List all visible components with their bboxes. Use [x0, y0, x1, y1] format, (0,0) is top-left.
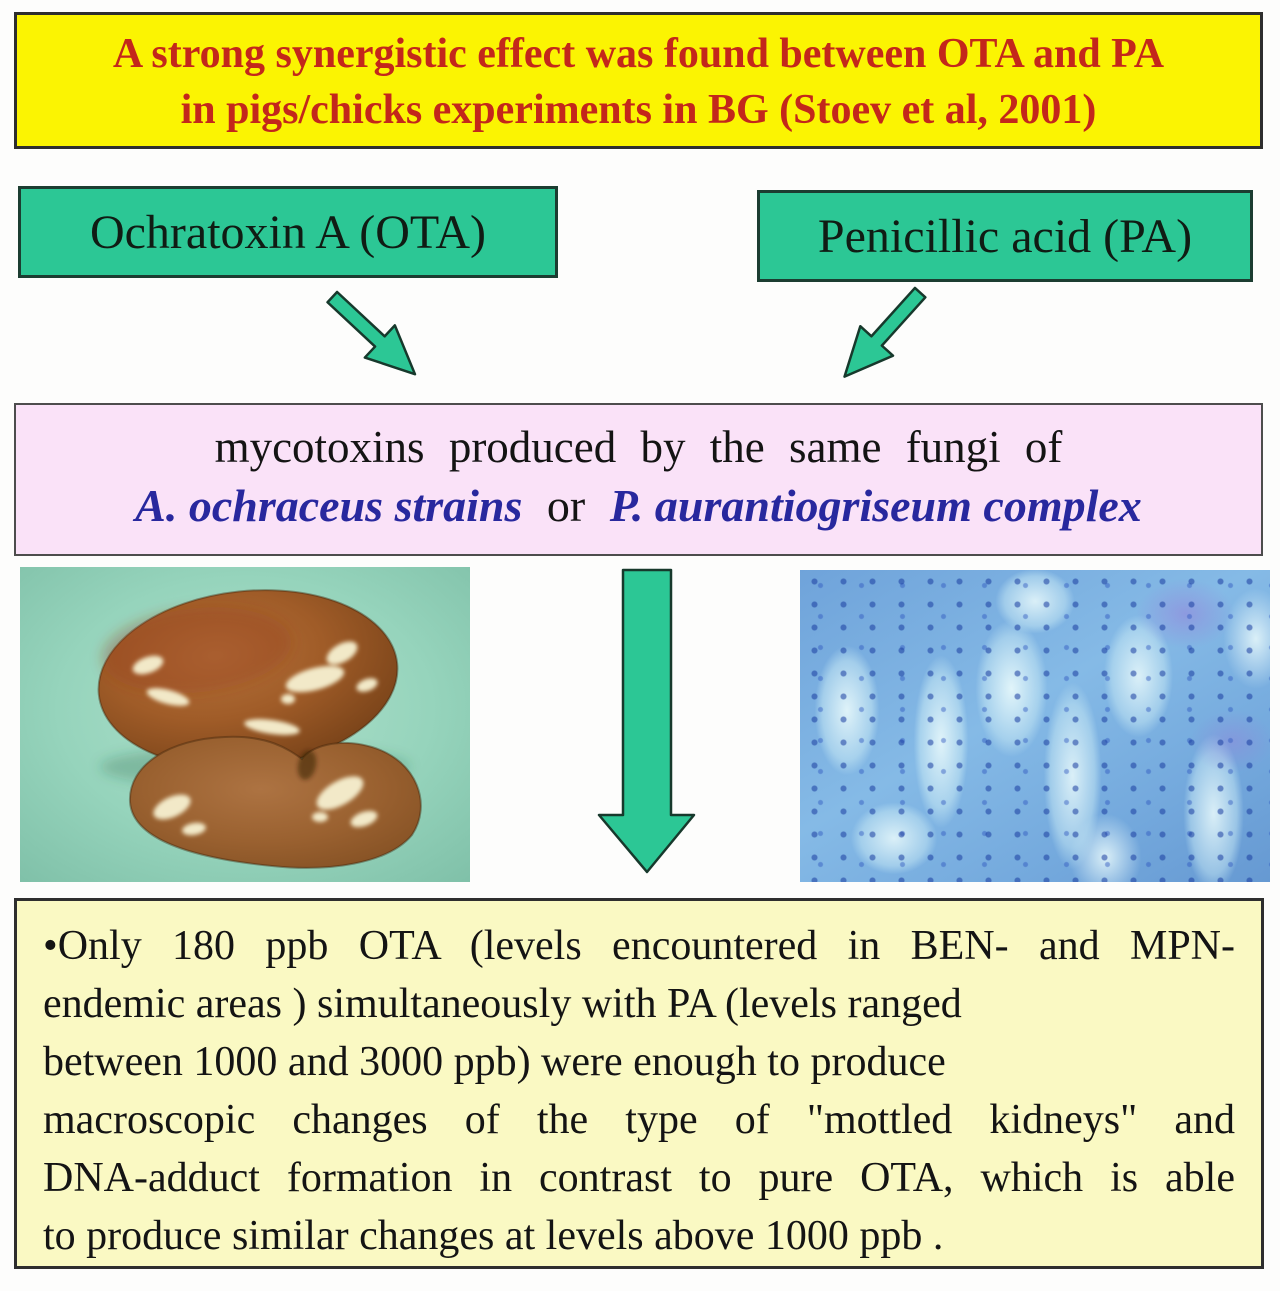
conclusion-box: •Only 180 ppb OTA (levels encountered in… [14, 898, 1264, 1269]
mycotoxin-box: mycotoxins produced by the same fungi of… [14, 403, 1263, 556]
conclusion-line: to produce similar changes at levels abo… [43, 1213, 944, 1259]
conclusion-line: macroscopic changes of the type of "mott… [43, 1097, 1235, 1143]
arrow-ota-icon [326, 290, 417, 376]
species-b-text: P. aurantiogriseum complex [609, 480, 1142, 531]
title-line-1: A strong synergistic effect was found be… [112, 31, 1165, 77]
pa-box: Penicillic acid (PA) [757, 190, 1253, 282]
or-text: or [546, 480, 586, 531]
conclusion-line: between 1000 and 3000 ppb) were enough t… [43, 1039, 946, 1085]
ota-box-label: Ochratoxin A (OTA) [89, 205, 487, 259]
conclusion-line: •Only 180 ppb OTA (levels encountered in… [43, 923, 1235, 969]
pa-box-label: Penicillic acid (PA) [817, 209, 1193, 263]
arrow-pa-icon [843, 286, 927, 378]
kidney-histology-micrograph [800, 570, 1270, 882]
mottled-kidneys-photo [20, 567, 470, 882]
title-banner: A strong synergistic effect was found be… [14, 12, 1263, 149]
conclusion-line: DNA-adduct formation in contrast to pure… [43, 1155, 1235, 1201]
ota-box: Ochratoxin A (OTA) [18, 186, 558, 278]
mycotoxin-line-2: A. ochraceus strains or P. aurantiogrise… [16, 479, 1261, 533]
arrow-down-icon [597, 568, 696, 874]
mycotoxin-line-1: mycotoxins produced by the same fungi of [214, 422, 1063, 472]
conclusion-line: endemic areas ) simultaneously with PA (… [43, 981, 962, 1027]
title-line-2: in pigs/chicks experiments in BG (Stoev … [180, 87, 1097, 133]
species-a-text: A. ochraceus strains [135, 480, 523, 531]
